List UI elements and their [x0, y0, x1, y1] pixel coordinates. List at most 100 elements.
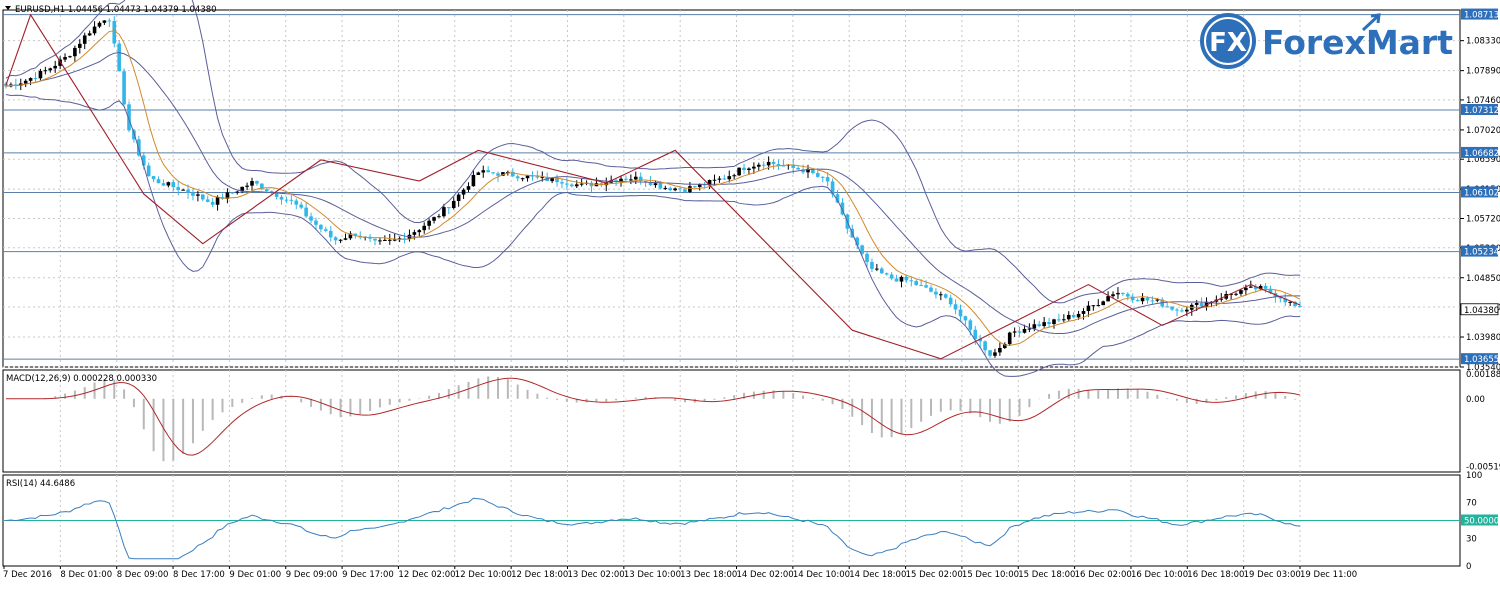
candle-body [1244, 287, 1248, 291]
candle-body [1130, 296, 1135, 301]
candle-body [294, 200, 299, 205]
candle-body [855, 237, 859, 246]
candle-body [73, 47, 77, 57]
candle-body [939, 294, 943, 296]
candle-body [23, 80, 28, 84]
candle-body [963, 316, 968, 321]
candle-body [648, 182, 653, 186]
candle-body [796, 167, 800, 170]
candle-body [565, 183, 569, 185]
candle-body [225, 192, 230, 199]
candle-body [456, 194, 461, 201]
candle-body [633, 176, 638, 180]
candle-body [1204, 301, 1209, 307]
candle-body [663, 187, 668, 189]
candle-body [1283, 298, 1288, 303]
candle-body [1288, 301, 1292, 303]
time-tick-label: 13 Dec 02:00 [567, 570, 624, 580]
price-tick-label: 1.07890 [1466, 67, 1500, 77]
grid [3, 10, 1460, 566]
candle-body [1180, 310, 1184, 312]
candle-body [1071, 314, 1076, 318]
candle-body [402, 238, 407, 240]
candle-body [619, 178, 623, 182]
candle-body [1091, 305, 1096, 307]
candle-body [437, 216, 441, 218]
candle-body [279, 196, 284, 200]
rsi-tick-label: 50.0000 [1464, 517, 1499, 527]
candle-body [201, 194, 205, 200]
candle-body [727, 176, 732, 180]
candle-body [673, 188, 677, 191]
candle-body [629, 179, 633, 181]
candle-body [1155, 299, 1160, 301]
time-tick-label: 15 Dec 02:00 [906, 570, 963, 580]
rsi-tick-label: 0 [1466, 562, 1471, 572]
candle-body [1037, 324, 1042, 327]
candle-body [486, 170, 490, 173]
rsi-label: RSI(14) 44.6486 [6, 479, 75, 489]
candle-body [668, 187, 673, 191]
time-tick-label: 9 Dec 09:00 [286, 570, 338, 580]
candle-body [1268, 288, 1273, 294]
candle-body [132, 130, 136, 140]
candle-body [840, 202, 845, 215]
candle-body [1002, 344, 1007, 348]
candle-body [1278, 297, 1283, 299]
candle-body [791, 164, 796, 168]
time-tick-label: 14 Dec 02:00 [737, 570, 794, 580]
level-label: 1.06682 [1464, 149, 1499, 159]
candle-body [387, 239, 392, 241]
time-tick-label: 19 Dec 03:00 [1244, 570, 1301, 580]
candle-body [38, 70, 43, 79]
candle-body [870, 261, 874, 269]
candle-body [274, 192, 279, 197]
candle-body [447, 207, 451, 209]
candle-body [678, 188, 682, 190]
time-tick-label: 16 Dec 02:00 [1075, 570, 1132, 580]
candle-body [392, 239, 397, 241]
forexmart-logo: FX ForexMart [1200, 13, 1453, 69]
logo-circle [1200, 13, 1256, 69]
candle-body [1032, 324, 1037, 329]
candle-body [535, 176, 540, 178]
candle-body [614, 180, 618, 182]
candle-body [1076, 313, 1081, 318]
candle-body [811, 168, 815, 174]
candle-body [141, 155, 146, 166]
candle-body [1027, 328, 1032, 330]
candle-body [92, 26, 97, 34]
macd-label: MACD(12,26,9) 0.000228 0.000330 [6, 374, 157, 384]
price-tick-label: 1.07460 [1466, 96, 1500, 106]
candle-body [1116, 292, 1120, 295]
candle-body [1248, 286, 1253, 288]
time-tick-label: 14 Dec 18:00 [849, 570, 906, 580]
level-label-bg [1461, 146, 1498, 158]
macd-histogram [44, 376, 1297, 462]
logo-ring [1204, 17, 1252, 65]
candle-body [151, 176, 156, 180]
candle-body [899, 276, 904, 282]
logo-arrow-icon [1361, 13, 1381, 32]
candle-body [348, 233, 353, 239]
candle-body [1293, 301, 1297, 306]
rsi-level-bg [1461, 514, 1498, 526]
candle-body [117, 43, 121, 72]
candle-body [998, 347, 1002, 353]
candle-body [299, 204, 304, 208]
candle-body [638, 176, 643, 182]
candle-body [983, 341, 987, 351]
candle-body [122, 71, 126, 105]
candle-body [205, 199, 210, 202]
candle-body [1298, 305, 1302, 307]
candle-body [324, 229, 328, 231]
candle-body [1165, 306, 1169, 308]
candle-body [889, 274, 894, 279]
candle-body [373, 238, 377, 241]
time-tick-label: 13 Dec 18:00 [680, 570, 737, 580]
candle-body [166, 182, 171, 186]
candle-body [555, 177, 559, 183]
time-tick-label: 9 Dec 01:00 [229, 570, 281, 580]
candle-body [343, 238, 348, 240]
